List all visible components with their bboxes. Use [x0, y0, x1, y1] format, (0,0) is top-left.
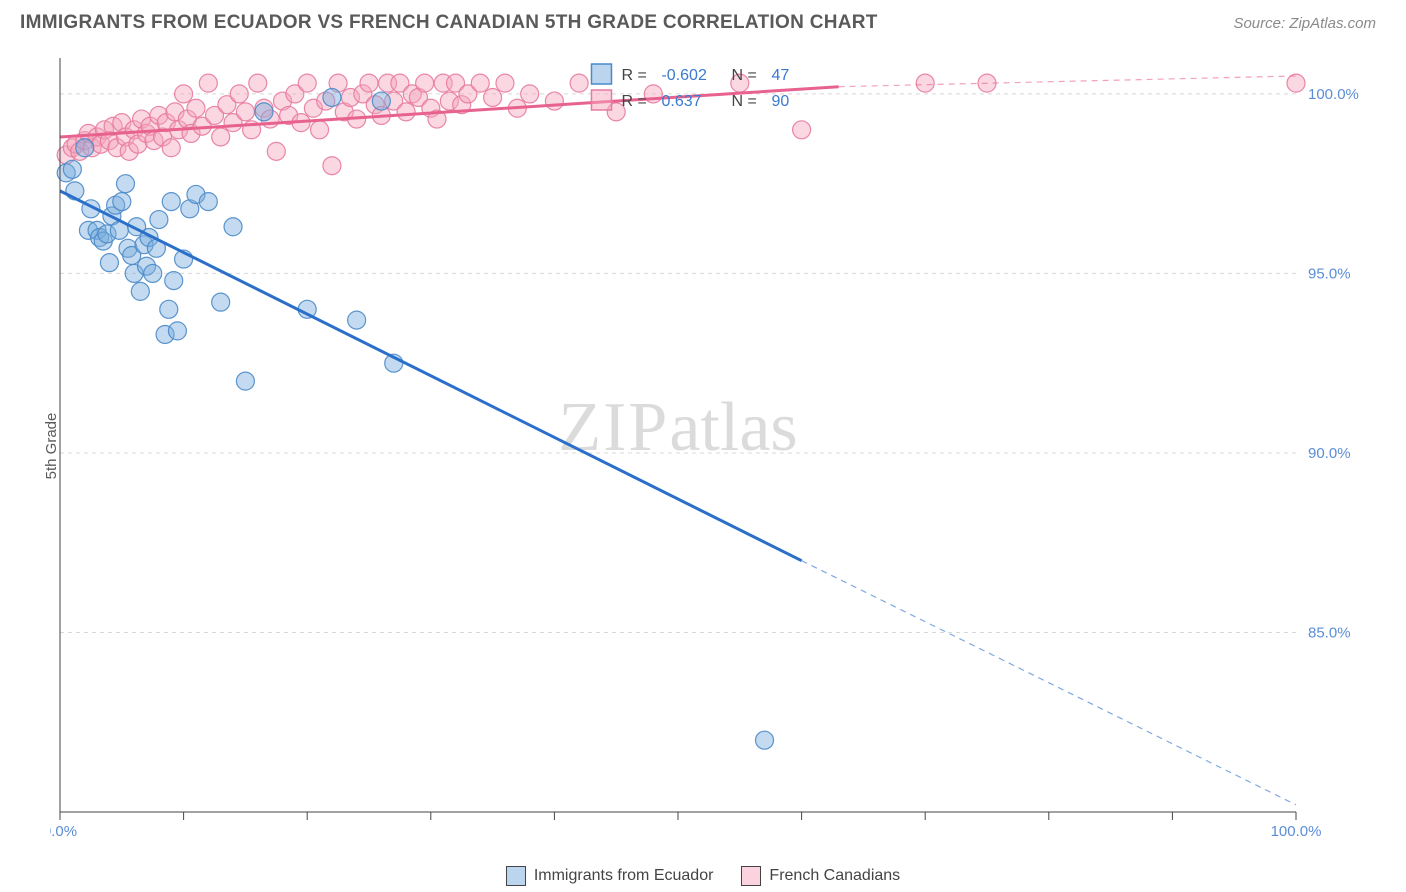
data-point: [416, 74, 434, 92]
data-point: [150, 211, 168, 229]
data-point: [113, 193, 131, 211]
y-tick-label: 90.0%: [1308, 445, 1351, 462]
y-tick-label: 95.0%: [1308, 265, 1351, 282]
data-point: [267, 142, 285, 160]
data-point: [484, 88, 502, 106]
scatter-chart: 85.0% 90.0% 95.0% 100.0% ZIPatlas 0.0% 100.0% R…: [50, 48, 1376, 842]
legend-n-value: 47: [771, 67, 789, 84]
data-point: [471, 74, 489, 92]
data-point: [117, 175, 135, 193]
data-point: [175, 85, 193, 103]
data-point: [311, 121, 329, 139]
legend-item-pink: French Canadians: [741, 866, 900, 886]
data-point: [162, 139, 180, 157]
data-point: [162, 193, 180, 211]
chart-title: IMMIGRANTS FROM ECUADOR VS FRENCH CANADI…: [20, 12, 878, 34]
data-point: [372, 92, 390, 110]
data-point: [224, 218, 242, 236]
legend-n-label: N =: [731, 67, 756, 84]
data-point: [397, 103, 415, 121]
y-tick-label: 100.0%: [1308, 86, 1359, 103]
data-point: [496, 74, 514, 92]
trend-line: [60, 191, 802, 561]
data-point: [793, 121, 811, 139]
data-point: [168, 322, 186, 340]
legend-label-pink: French Canadians: [769, 867, 900, 885]
data-point: [521, 85, 539, 103]
data-point: [348, 311, 366, 329]
data-point: [236, 372, 254, 390]
source-label: Source: ZipAtlas.com: [1233, 15, 1376, 32]
data-point: [230, 85, 248, 103]
data-point: [63, 160, 81, 178]
data-point: [570, 74, 588, 92]
data-point: [236, 103, 254, 121]
data-point: [76, 139, 94, 157]
legend-label-blue: Immigrants from Ecuador: [534, 867, 714, 885]
legend-bottom: Immigrants from Ecuador French Canadians: [0, 866, 1406, 886]
y-tick-label: 85.0%: [1308, 624, 1351, 641]
data-point: [323, 157, 341, 175]
legend-r-label: R =: [621, 67, 646, 84]
legend-swatch: [591, 90, 611, 110]
data-point: [212, 128, 230, 146]
x-tick-label: 100.0%: [1271, 823, 1322, 840]
data-point: [199, 193, 217, 211]
legend-swatch: [591, 64, 611, 84]
legend-stats: R = -0.602 N = 47 R = 0.637 N = 90: [591, 64, 789, 110]
legend-swatch-pink: [741, 866, 761, 886]
legend-r-value: -0.602: [661, 67, 706, 84]
x-tick-label: 0.0%: [50, 823, 77, 840]
trend-line-extrap: [839, 76, 1296, 87]
header: IMMIGRANTS FROM ECUADOR VS FRENCH CANADI…: [0, 0, 1406, 42]
legend-r-value: 0.637: [661, 93, 701, 110]
data-point: [1287, 74, 1305, 92]
legend-n-value: 90: [771, 93, 789, 110]
watermark: ZIPatlas: [558, 389, 797, 466]
legend-n-label: N =: [731, 93, 756, 110]
trend-line-extrap: [802, 561, 1296, 805]
data-point: [360, 74, 378, 92]
legend-swatch-blue: [506, 866, 526, 886]
data-point: [255, 103, 273, 121]
data-point: [144, 264, 162, 282]
data-point: [212, 293, 230, 311]
data-point: [323, 88, 341, 106]
data-point: [545, 92, 563, 110]
data-point: [165, 272, 183, 290]
data-point: [131, 282, 149, 300]
chart-area: 85.0% 90.0% 95.0% 100.0% ZIPatlas 0.0% 100.0% R…: [50, 48, 1376, 842]
legend-item-blue: Immigrants from Ecuador: [506, 866, 714, 886]
data-point: [298, 74, 316, 92]
legend-r-label: R =: [621, 93, 646, 110]
data-point: [160, 300, 178, 318]
data-point: [756, 731, 774, 749]
data-point: [249, 74, 267, 92]
data-point: [187, 99, 205, 117]
data-point: [100, 254, 118, 272]
data-point: [916, 74, 934, 92]
data-point: [199, 74, 217, 92]
